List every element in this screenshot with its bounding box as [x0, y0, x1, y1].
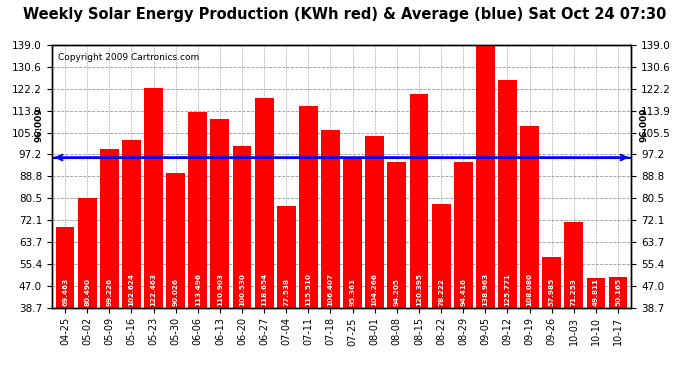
Bar: [365, 136, 384, 308]
Bar: [255, 98, 273, 308]
Bar: [520, 126, 539, 308]
Bar: [542, 257, 561, 307]
Text: 118.654: 118.654: [261, 273, 267, 306]
Bar: [564, 222, 583, 308]
Bar: [210, 118, 229, 308]
Bar: [343, 159, 362, 308]
Bar: [476, 45, 495, 308]
Bar: [277, 206, 295, 308]
Bar: [299, 106, 318, 308]
Text: 100.530: 100.530: [239, 273, 245, 306]
Text: 80.490: 80.490: [84, 278, 90, 306]
Bar: [122, 140, 141, 308]
Text: 77.538: 77.538: [283, 278, 289, 306]
Bar: [586, 278, 605, 308]
Text: 49.811: 49.811: [593, 278, 599, 306]
Bar: [188, 112, 207, 308]
Bar: [321, 130, 340, 308]
Bar: [388, 162, 406, 308]
Bar: [432, 204, 451, 308]
Text: 95.361: 95.361: [350, 278, 355, 306]
Text: 113.496: 113.496: [195, 273, 201, 306]
Text: 96.009: 96.009: [639, 108, 649, 142]
Text: 90.026: 90.026: [172, 278, 179, 306]
Bar: [454, 162, 473, 308]
Bar: [144, 88, 163, 308]
Text: 138.963: 138.963: [482, 273, 489, 306]
Bar: [498, 80, 517, 308]
Text: 57.985: 57.985: [549, 278, 555, 306]
Text: 120.395: 120.395: [416, 273, 422, 306]
Text: 78.222: 78.222: [438, 278, 444, 306]
Bar: [100, 149, 119, 308]
Text: Weekly Solar Energy Production (KWh red) & Average (blue) Sat Oct 24 07:30: Weekly Solar Energy Production (KWh red)…: [23, 8, 667, 22]
Text: 106.407: 106.407: [328, 273, 333, 306]
Text: 115.510: 115.510: [306, 273, 311, 306]
Bar: [166, 173, 185, 308]
Text: 110.903: 110.903: [217, 273, 223, 306]
Text: 69.463: 69.463: [62, 278, 68, 306]
Text: 102.624: 102.624: [128, 273, 135, 306]
Text: 94.205: 94.205: [394, 278, 400, 306]
Bar: [78, 198, 97, 308]
Text: 50.165: 50.165: [615, 278, 621, 306]
Text: 104.266: 104.266: [372, 273, 377, 306]
Text: 122.463: 122.463: [150, 273, 157, 306]
Text: 99.226: 99.226: [106, 278, 112, 306]
Bar: [56, 227, 75, 308]
Text: 96.009: 96.009: [34, 108, 44, 142]
Bar: [609, 278, 627, 308]
Text: 108.080: 108.080: [526, 273, 533, 306]
Text: Copyright 2009 Cartronics.com: Copyright 2009 Cartronics.com: [57, 53, 199, 62]
Text: 71.253: 71.253: [571, 278, 577, 306]
Text: 94.416: 94.416: [460, 278, 466, 306]
Bar: [233, 146, 251, 308]
Text: 125.771: 125.771: [504, 273, 511, 306]
Bar: [410, 94, 428, 308]
